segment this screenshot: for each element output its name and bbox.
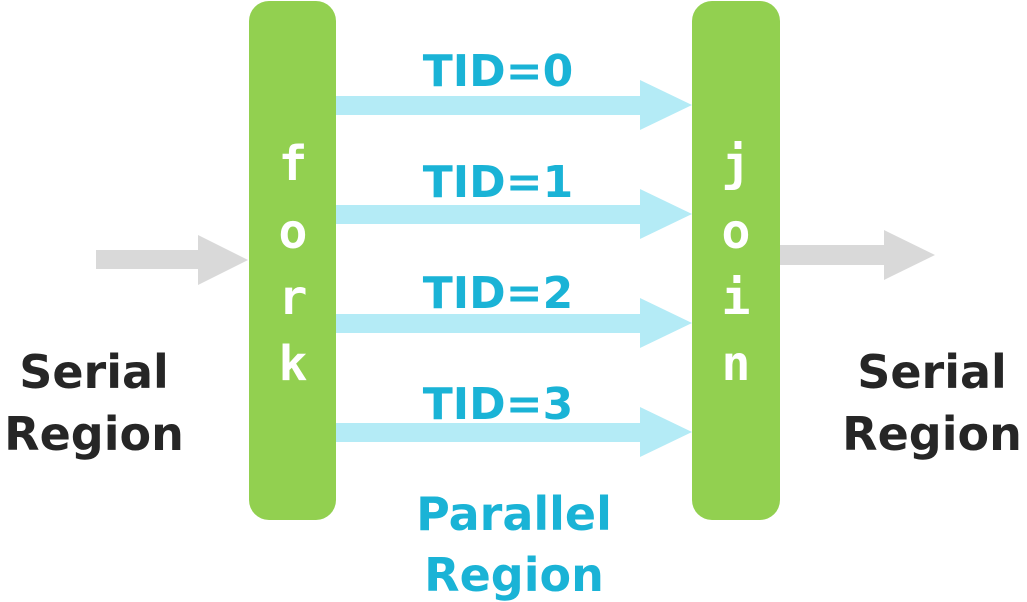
serial-input-arrow bbox=[96, 235, 248, 285]
fork-bar bbox=[249, 1, 336, 520]
thread-arrow-2 bbox=[336, 298, 692, 348]
fork-letter-r: r bbox=[279, 270, 308, 326]
fork-letter-o: o bbox=[279, 204, 308, 260]
serial-left-line1: Serial bbox=[19, 345, 169, 399]
join-letter-o: o bbox=[722, 204, 751, 260]
thread-label-2: TID=2 bbox=[423, 268, 573, 319]
fork-letter-f: f bbox=[279, 136, 308, 192]
serial-output-arrow bbox=[780, 230, 935, 280]
join-letter-i: i bbox=[722, 270, 751, 326]
join-letter-j: j bbox=[722, 136, 751, 192]
thread-label-0: TID=0 bbox=[423, 46, 573, 97]
thread-arrow-0 bbox=[336, 80, 692, 130]
thread-arrow-1 bbox=[336, 189, 692, 239]
parallel-line2: Region bbox=[424, 548, 604, 602]
serial-right-line2: Region bbox=[842, 407, 1022, 461]
thread-label-1: TID=1 bbox=[423, 157, 573, 208]
fork-letter-k: k bbox=[279, 336, 308, 392]
parallel-line1: Parallel bbox=[416, 487, 612, 541]
serial-right-line1: Serial bbox=[857, 345, 1007, 399]
join-letter-n: n bbox=[722, 336, 751, 392]
serial-left-line2: Region bbox=[4, 407, 184, 461]
thread-arrow-3 bbox=[336, 407, 692, 457]
thread-label-3: TID=3 bbox=[423, 379, 573, 430]
join-bar bbox=[692, 1, 780, 520]
